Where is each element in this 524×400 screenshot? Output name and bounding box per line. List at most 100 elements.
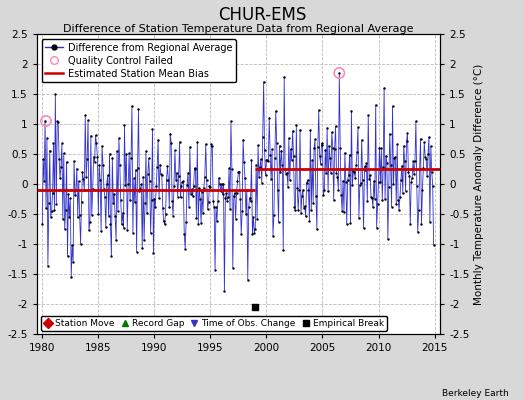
Point [285,135,293,141]
Point [179,178,188,184]
Point [387,162,395,168]
Point [191,166,200,172]
Point [184,170,192,176]
Point [245,194,254,201]
Point [326,170,335,176]
Point [170,183,178,189]
Point [386,130,394,137]
Point [280,74,288,80]
Point [350,169,358,176]
Point [209,198,217,204]
Point [195,184,203,191]
Point [323,125,331,131]
Point [387,204,396,210]
Point [114,208,122,215]
Point [281,166,289,172]
Point [381,196,389,202]
Point [288,157,296,163]
Point [129,175,138,181]
Legend: Station Move, Record Gap, Time of Obs. Change, Empirical Break: Station Move, Record Gap, Time of Obs. C… [41,316,387,331]
Point [203,206,212,212]
Point [321,147,330,153]
Point [286,177,294,183]
Point [282,171,290,177]
Point [345,152,354,158]
Point [80,187,89,194]
Point [251,304,259,310]
Point [214,198,222,204]
Point [346,220,355,226]
Point [382,153,390,159]
Point [364,112,373,118]
Point [172,170,181,176]
Point [69,259,78,265]
Point [126,197,134,204]
Point [99,162,107,168]
Point [104,213,113,219]
Point [201,174,209,181]
Point [325,142,333,149]
Point [93,154,102,160]
Point [188,186,196,192]
Point [319,192,328,198]
Point [106,221,115,228]
Point [231,190,239,196]
Point [199,210,207,216]
Point [144,171,152,178]
Point [275,143,283,149]
Point [162,177,171,183]
Point [189,183,198,189]
Point [343,220,351,227]
Point [138,245,146,251]
Point [206,184,215,190]
Point [318,140,326,147]
Point [189,193,197,199]
Point [385,184,393,190]
Point [374,201,382,208]
Point [165,204,173,210]
Point [210,204,219,210]
Point [304,187,313,194]
Point [237,231,245,237]
Point [266,152,275,159]
Point [222,190,231,197]
Point [424,151,432,157]
Point [277,147,286,154]
Point [244,277,252,283]
Point [129,229,137,236]
Point [100,185,108,192]
Point [142,148,150,154]
Point [78,199,86,205]
Point [92,140,101,146]
Point [56,175,64,181]
Point [290,204,299,210]
Point [278,162,287,169]
Point [46,147,54,154]
Point [141,200,149,206]
Point [202,177,211,184]
Point [316,161,325,167]
Point [396,193,404,200]
Point [59,216,67,222]
Point [315,153,324,159]
Point [318,142,326,148]
Point [183,182,191,188]
Point [425,219,434,226]
Point [375,145,384,151]
Point [416,166,424,172]
Point [412,118,420,124]
Point [198,189,206,196]
Point [428,169,436,175]
Point [293,185,301,191]
Point [154,137,162,143]
Point [404,169,412,175]
Point [94,211,103,217]
Point [225,165,233,171]
Point [398,162,406,169]
Point [42,118,50,124]
Point [230,193,238,200]
Point [197,220,205,226]
Point [108,154,116,161]
Point [331,146,339,152]
Point [427,143,435,150]
